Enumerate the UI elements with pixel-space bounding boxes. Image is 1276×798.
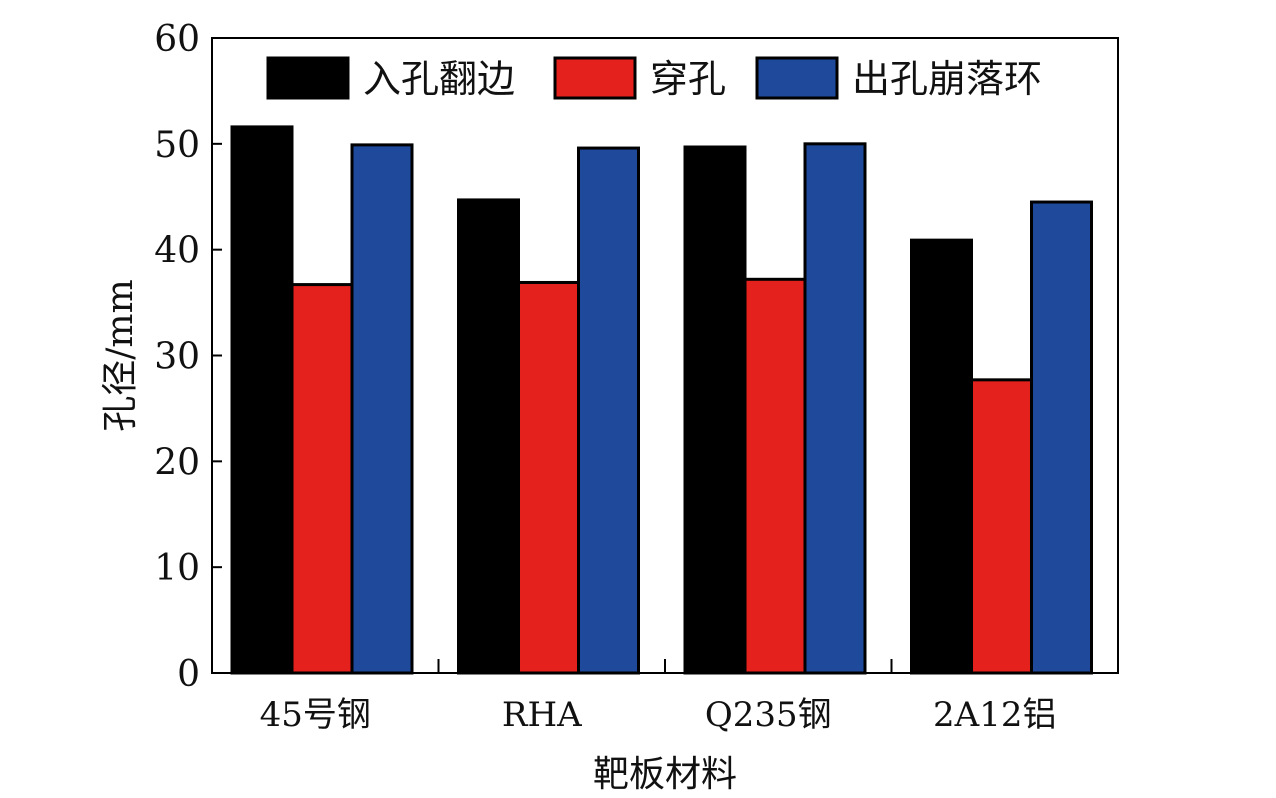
x-tick-label: 45号钢 (260, 695, 371, 735)
y-tick-label: 20 (154, 442, 200, 483)
bar-2-4 (970, 378, 1033, 675)
bar-2-1 (290, 283, 354, 675)
legend-label-3: 出孔崩落环 (852, 57, 1042, 101)
y-tick-label: 30 (154, 337, 200, 378)
y-tick-label: 60 (154, 19, 200, 60)
y-tick-label: 0 (177, 654, 200, 695)
bar-3-2 (577, 146, 640, 675)
bar-1-4 (910, 238, 973, 675)
legend-swatch-2 (553, 56, 637, 100)
legend: 入孔翻边 穿孔 出孔崩落环 (266, 56, 1042, 101)
x-tick-label: RHA (502, 695, 582, 735)
x-tick-label: 2A12铝 (933, 695, 1056, 735)
y-axis-title: 孔径/mm (100, 279, 141, 431)
bar-3-3 (803, 142, 867, 675)
y-tick-label: 50 (154, 125, 200, 166)
x-axis-title: 靶板材料 (593, 754, 737, 795)
legend-swatch-3 (755, 56, 839, 100)
bar-1-2 (457, 198, 520, 675)
bar-1-3 (683, 145, 747, 675)
legend-swatch-1 (266, 56, 350, 100)
x-tick-label: Q235钢 (705, 695, 832, 735)
bar-3-1 (350, 143, 414, 675)
bar-2-2 (517, 280, 580, 675)
bar-2-3 (743, 277, 807, 675)
y-tick-label: 10 (154, 548, 200, 589)
y-tick-label: 40 (154, 231, 200, 272)
legend-label-1: 入孔翻边 (363, 57, 515, 101)
bar-1-1 (230, 125, 294, 675)
axes: 45号钢 RHA Q235钢 2A12铝 0 10 20 30 40 50 60 (154, 19, 1119, 735)
legend-label-2: 穿孔 (650, 57, 726, 101)
bar-3-4 (1030, 200, 1093, 675)
bars-layer (230, 125, 1093, 675)
